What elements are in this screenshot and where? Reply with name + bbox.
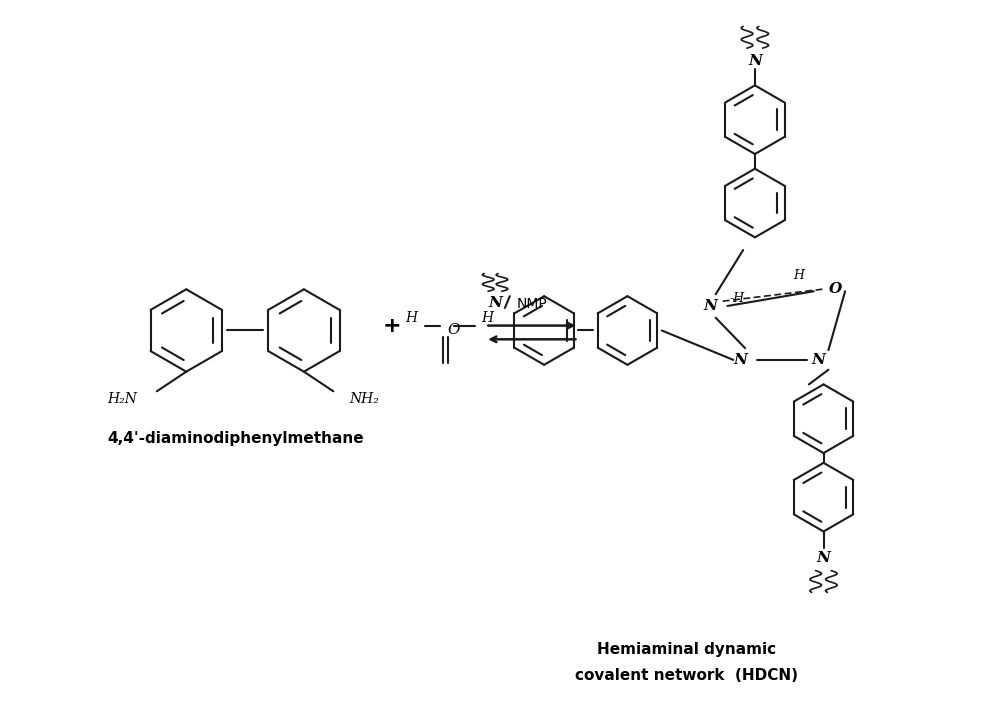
Text: 4,4'-diaminodiphenylmethane: 4,4'-diaminodiphenylmethane (107, 431, 364, 446)
Text: NH₂: NH₂ (350, 392, 380, 406)
Text: O: O (829, 283, 842, 296)
Text: O: O (448, 324, 460, 337)
Text: Hemiaminal dynamic: Hemiaminal dynamic (597, 642, 776, 657)
Text: N: N (704, 299, 718, 313)
Text: N: N (733, 353, 747, 367)
Text: -H: -H (730, 292, 745, 305)
Text: NMP: NMP (516, 297, 547, 311)
Text: N: N (812, 353, 826, 367)
Text: N: N (488, 296, 502, 310)
Text: H: H (794, 269, 804, 282)
Text: N: N (748, 54, 762, 68)
Text: +: + (383, 315, 401, 336)
Text: H: H (406, 311, 418, 324)
Text: H₂N: H₂N (108, 392, 137, 406)
Text: covalent network  (HDCN): covalent network (HDCN) (575, 668, 798, 683)
Text: H: H (481, 311, 493, 324)
Text: N: N (817, 551, 831, 565)
